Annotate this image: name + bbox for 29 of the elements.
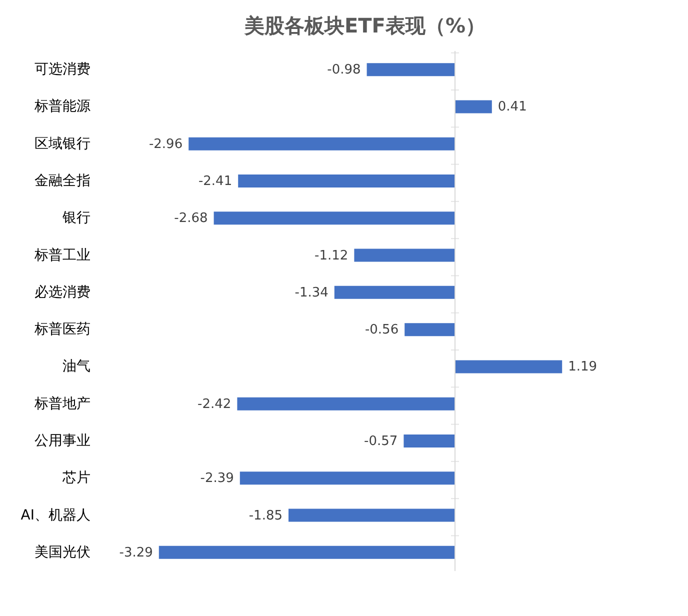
- y-tick-label: 标普医药: [34, 320, 90, 338]
- data-label: -2.68: [174, 211, 208, 226]
- data-label: -0.98: [327, 62, 361, 78]
- data-label: -2.39: [200, 471, 234, 486]
- y-tick-label: 可选消费: [34, 62, 90, 78]
- y-tick-label: 金融全指: [34, 173, 90, 189]
- data-label: -2.41: [198, 174, 232, 189]
- y-tick-label: 银行: [62, 210, 90, 226]
- data-label: -0.57: [364, 434, 398, 449]
- y-tick-label: 标普能源: [34, 98, 90, 115]
- data-label: -2.96: [148, 136, 183, 152]
- data-label: -0.56: [364, 322, 399, 338]
- y-tick-label: 美国光伏: [34, 544, 90, 560]
- y-tick-label: 油气: [62, 358, 90, 375]
- y-tick-label: 芯片: [62, 470, 90, 486]
- chart-title: 美股各板块ETF表现（%）: [243, 14, 486, 38]
- y-tick-label: 公用事业: [34, 433, 90, 449]
- y-tick-label: 标普地产: [34, 394, 90, 412]
- data-label: -1.34: [294, 285, 328, 300]
- y-tick-label: 区域银行: [34, 136, 90, 152]
- data-label: -1.12: [314, 248, 348, 264]
- data-label: -3.29: [119, 545, 153, 560]
- data-label: -2.42: [198, 396, 232, 412]
- data-label: 0.41: [498, 100, 527, 115]
- y-tick-label: 标普工业: [34, 246, 90, 264]
- y-tick-label: AI、机器人: [20, 507, 90, 524]
- data-label: -1.85: [248, 508, 282, 524]
- y-tick-label: 必选消费: [34, 284, 90, 300]
- data-label: 1.19: [568, 360, 598, 375]
